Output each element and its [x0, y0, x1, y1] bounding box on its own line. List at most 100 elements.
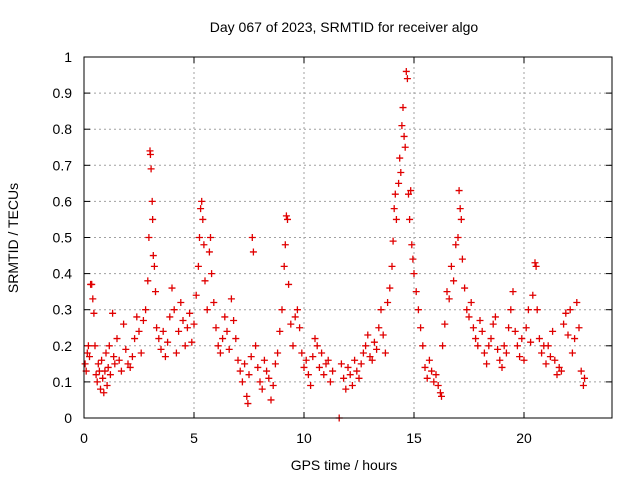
y-tick-labels: 0 0.1 0.2 0.3 0.4 0.5 0.6 0.7 0.8 0.9 1 — [53, 49, 73, 426]
data-point — [208, 270, 216, 278]
data-point — [461, 284, 469, 292]
data-point — [249, 248, 257, 256]
data-point — [86, 353, 93, 361]
data-point — [455, 187, 463, 195]
y-tick-label: 0.1 — [53, 374, 73, 390]
data-point — [400, 132, 408, 140]
data-point — [388, 262, 396, 270]
data-point — [571, 335, 579, 343]
data-point — [263, 367, 271, 375]
x-tick-label: 5 — [190, 430, 198, 446]
y-tick-label: 0.9 — [53, 85, 73, 101]
data-point — [445, 295, 453, 303]
data-point — [311, 335, 319, 343]
data-point — [159, 327, 167, 335]
data-point — [390, 205, 398, 213]
data-point — [463, 306, 471, 314]
data-point — [149, 215, 157, 223]
plot-frame — [83, 56, 613, 419]
data-point — [434, 382, 442, 390]
data-point — [403, 75, 411, 83]
data-point — [304, 371, 312, 379]
data-point — [370, 338, 378, 346]
data-point — [520, 356, 528, 364]
data-point — [396, 154, 404, 162]
y-axis-label: SRMTID / TECUs — [5, 183, 21, 293]
data-point — [511, 327, 519, 335]
data-point — [324, 356, 332, 364]
data-point — [186, 309, 194, 317]
data-point — [238, 378, 246, 386]
data-point — [489, 320, 497, 328]
data-point — [194, 262, 202, 270]
data-point — [478, 327, 486, 335]
data-point — [227, 295, 235, 303]
data-point — [564, 331, 572, 339]
data-point — [84, 342, 92, 350]
x-axis-label: GPS time / hours — [291, 457, 398, 473]
data-point — [148, 197, 156, 205]
data-point — [168, 284, 176, 292]
data-point — [428, 367, 436, 375]
data-point — [153, 324, 161, 332]
data-point — [161, 353, 169, 361]
data-point — [247, 353, 255, 361]
data-point — [225, 345, 233, 353]
data-point — [469, 324, 477, 332]
data-point — [252, 342, 260, 350]
data-point — [355, 374, 363, 382]
data-point — [200, 241, 208, 249]
data-point — [83, 349, 91, 357]
data-point — [522, 324, 530, 332]
x-tick-labels: 0 5 10 15 20 — [80, 430, 532, 446]
x-tick-label: 15 — [406, 430, 422, 446]
data-point — [93, 378, 101, 386]
data-point — [439, 342, 447, 350]
data-point — [432, 371, 440, 379]
data-point — [398, 122, 406, 130]
y-tick-label: 0.6 — [53, 193, 73, 209]
data-point — [452, 241, 460, 249]
data-point — [364, 331, 372, 339]
data-point — [313, 342, 321, 350]
data-point — [296, 324, 304, 332]
data-point — [454, 234, 462, 241]
data-point — [544, 342, 552, 350]
data-point — [505, 324, 513, 332]
data-point — [223, 327, 231, 335]
data-point — [201, 277, 209, 285]
data-point — [221, 313, 229, 321]
data-point — [104, 363, 112, 371]
data-point — [353, 367, 361, 375]
data-point — [480, 349, 488, 357]
data-point — [111, 360, 119, 368]
data-point — [276, 327, 284, 335]
data-point — [496, 356, 504, 364]
data-point — [562, 309, 570, 317]
data-point — [430, 378, 438, 386]
data-point — [405, 190, 412, 198]
data-point — [531, 259, 539, 267]
data-point — [298, 349, 306, 357]
data-point — [553, 371, 561, 379]
data-point — [549, 327, 557, 335]
data-point — [166, 313, 174, 321]
data-point — [386, 284, 394, 292]
data-point — [179, 317, 187, 325]
data-point — [197, 205, 205, 213]
data-point — [494, 345, 502, 353]
data-point — [115, 356, 123, 364]
data-point — [234, 356, 242, 364]
data-point — [560, 320, 568, 328]
data-point — [538, 349, 546, 357]
data-point — [190, 320, 198, 328]
data-point — [487, 335, 495, 343]
data-point — [458, 255, 466, 263]
data-point — [342, 385, 350, 393]
data-point — [285, 280, 293, 288]
data-point — [409, 255, 417, 263]
y-tick-label: 0.8 — [53, 121, 73, 137]
data-point — [322, 360, 330, 368]
y-tick-label: 0.4 — [53, 266, 73, 282]
